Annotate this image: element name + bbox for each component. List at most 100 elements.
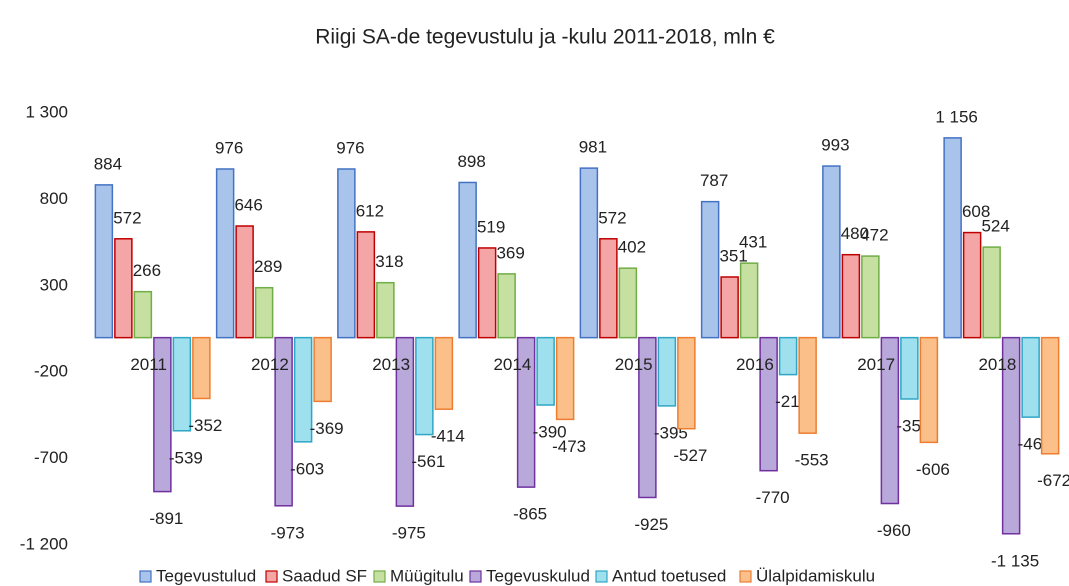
legend-label: Antud toetused — [612, 566, 726, 585]
x-tick-label: 2015 — [615, 355, 653, 374]
bar — [599, 238, 618, 339]
data-label: -925 — [634, 515, 668, 534]
data-label: -369 — [310, 419, 344, 438]
data-label: -390 — [533, 423, 567, 442]
data-label: 608 — [962, 202, 990, 221]
legend-swatch — [739, 570, 752, 583]
data-label: 993 — [821, 136, 849, 155]
data-label: -527 — [673, 446, 707, 465]
bar — [215, 168, 235, 339]
data-label: -606 — [916, 460, 950, 479]
y-tick-label: 800 — [40, 189, 68, 208]
bar — [254, 286, 274, 339]
bar — [434, 336, 454, 410]
data-label: -473 — [552, 437, 586, 456]
bar — [497, 273, 516, 339]
bar — [720, 276, 739, 339]
bar — [677, 336, 696, 430]
data-label: -975 — [392, 524, 426, 543]
bar — [516, 336, 536, 488]
bar — [700, 200, 720, 339]
data-label: -891 — [149, 509, 183, 528]
x-tick-label: 2017 — [857, 355, 895, 374]
data-label: 351 — [719, 246, 747, 265]
data-label: 369 — [496, 243, 524, 262]
legend-swatch — [469, 570, 482, 583]
legend-label: Ülalpidamiskulu — [756, 566, 875, 585]
bar — [900, 336, 919, 400]
legend-label: Tegevuskulud — [486, 566, 590, 585]
legend-label: Saadud SF — [282, 566, 367, 585]
bar — [962, 231, 982, 339]
data-label: -603 — [290, 459, 324, 478]
data-label: -561 — [411, 452, 445, 471]
bar — [739, 262, 759, 339]
bar — [1021, 336, 1040, 418]
bar — [1001, 336, 1021, 535]
legend-swatch — [139, 570, 152, 583]
y-tick-label: -200 — [34, 362, 68, 381]
data-label: 402 — [618, 238, 646, 257]
bar — [798, 336, 817, 434]
data-label: 318 — [375, 252, 403, 271]
bar — [337, 168, 356, 339]
bar — [943, 137, 962, 339]
x-tick-label: 2011 — [130, 355, 167, 374]
data-label: 524 — [981, 217, 1009, 236]
x-tick-label: 2016 — [736, 355, 774, 374]
data-label: 289 — [254, 257, 282, 276]
data-label: 646 — [234, 195, 262, 214]
bar — [778, 336, 798, 376]
bar — [293, 336, 313, 443]
data-label: 519 — [477, 217, 505, 236]
data-label: 612 — [356, 201, 384, 220]
data-label: 787 — [700, 171, 728, 190]
legend-swatch — [595, 570, 608, 583]
bar — [94, 184, 114, 339]
y-tick-label: -1 200 — [20, 534, 68, 553]
bar — [114, 238, 133, 339]
data-label: -352 — [188, 416, 222, 435]
bar — [458, 181, 477, 339]
data-label: 976 — [215, 138, 243, 157]
bar — [356, 231, 376, 339]
bar — [919, 336, 939, 444]
bar — [1040, 336, 1060, 455]
bar — [536, 336, 555, 406]
bar — [579, 167, 599, 339]
bar — [638, 336, 657, 499]
legend-swatch — [265, 570, 278, 583]
bar — [172, 336, 192, 432]
bar — [861, 255, 880, 339]
bar — [657, 336, 677, 407]
x-tick-label: 2012 — [251, 355, 289, 374]
bar — [477, 247, 497, 339]
data-label: 266 — [133, 261, 161, 280]
bar — [822, 165, 841, 339]
data-label: 884 — [94, 154, 122, 173]
y-tick-label: 300 — [40, 275, 68, 294]
data-label: 431 — [739, 233, 767, 252]
data-label: -539 — [169, 448, 203, 467]
data-label: -672 — [1037, 471, 1069, 490]
bar — [982, 246, 1001, 339]
bar — [841, 253, 861, 339]
data-label: 976 — [336, 138, 364, 157]
bar — [313, 336, 332, 403]
legend-label: Tegevustulud — [156, 566, 256, 585]
x-tick-label: 2014 — [493, 355, 531, 374]
bar — [618, 267, 638, 339]
data-label: 898 — [457, 152, 485, 171]
bar — [759, 336, 778, 472]
data-label: -770 — [756, 488, 790, 507]
data-label: -960 — [877, 521, 911, 540]
data-label: -973 — [271, 523, 305, 542]
bar — [274, 336, 293, 507]
data-label: -414 — [431, 427, 465, 446]
bar — [555, 336, 575, 421]
data-label: 1 156 — [935, 107, 978, 126]
bar — [153, 336, 172, 493]
data-label: 981 — [579, 138, 607, 157]
bar — [235, 225, 254, 339]
